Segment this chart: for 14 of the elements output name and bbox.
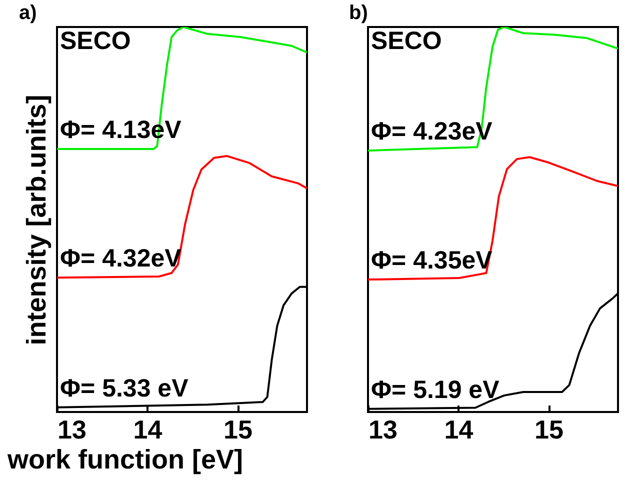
y-axis-title: intensity [arb.units] (22, 94, 52, 346)
chart-title: a) (19, 2, 37, 24)
x-tick-label: 14 (444, 414, 474, 444)
x-axis-title: work function [eV] (6, 444, 243, 474)
x-tick-label: 14 (133, 414, 163, 444)
x-tick-label: 15 (534, 414, 564, 444)
annotation: SECO (60, 27, 131, 55)
annotation: Φ= 5.33 eV (60, 374, 189, 402)
x-tick-label: 13 (58, 414, 86, 444)
annotation: Φ= 5.19 eV (371, 376, 500, 404)
chart-title: b) (349, 2, 368, 24)
x-tick-label: 13 (368, 414, 398, 444)
annotation: SECO (371, 27, 442, 55)
x-tick-label: 15 (224, 414, 252, 444)
